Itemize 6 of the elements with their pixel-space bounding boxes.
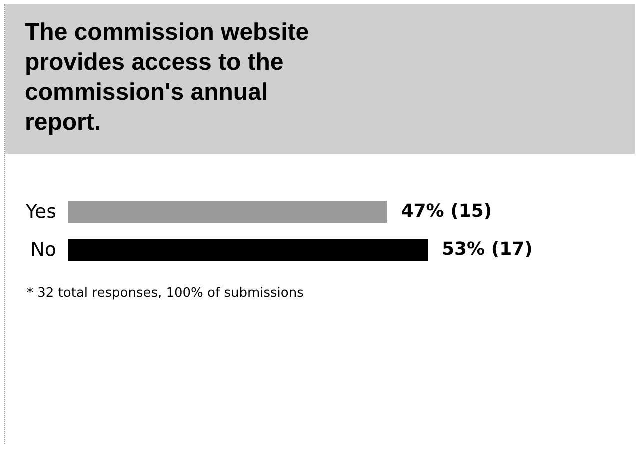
y-tick-label: Yes (24, 201, 56, 223)
data-label: 53% (17) (442, 239, 533, 260)
data-label: 47% (15) (401, 201, 492, 222)
y-tick-label: No (30, 239, 56, 261)
chart-title: The commission website provides access to the commission's annual report. (25, 18, 310, 138)
text: * 32 total responses, 100% of submissions (27, 286, 305, 301)
